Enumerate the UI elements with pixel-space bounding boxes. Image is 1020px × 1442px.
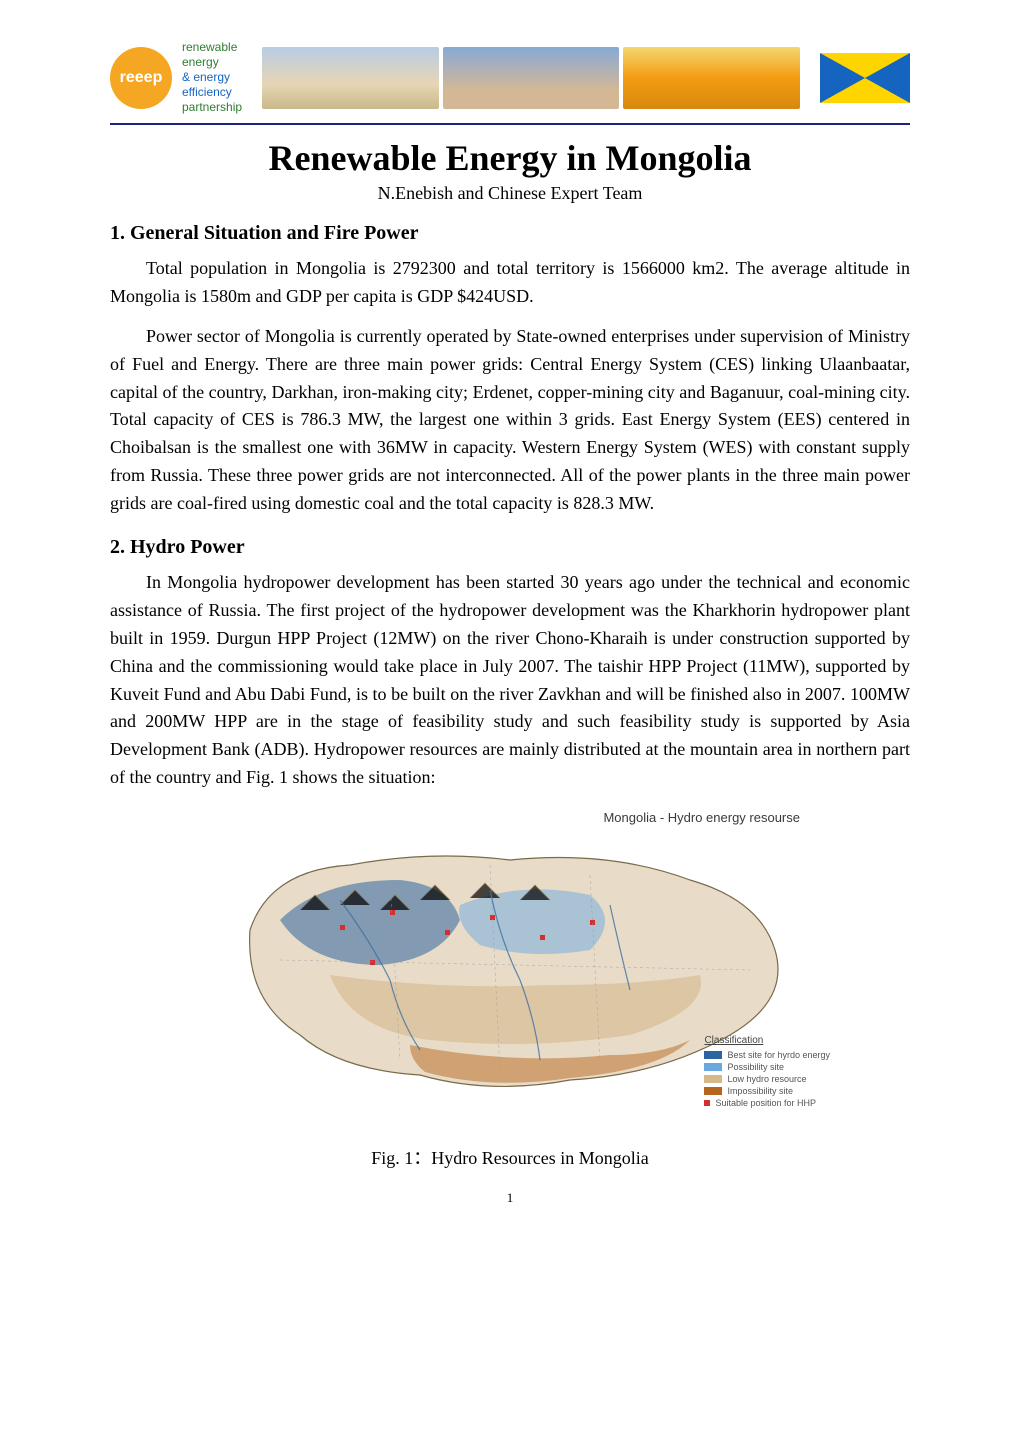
page: reeep renewable energy & energy efficien… [0, 0, 1020, 1236]
logo-tagline: renewable energy & energy efficiency par… [182, 40, 242, 115]
map-legend: Classification Best site for hyrdo energ… [704, 1035, 830, 1110]
section-heading: 2. Hydro Power [110, 536, 910, 559]
legend-item: Low hydro resource [704, 1074, 830, 1084]
figure: Mongolia - Hydro energy resourse [110, 810, 910, 1170]
tagline-line: energy [182, 55, 242, 70]
legend-swatch-icon [704, 1063, 722, 1071]
tagline-line: renewable [182, 40, 242, 55]
author-line: N.Enebish and Chinese Expert Team [110, 183, 910, 204]
legend-label: Best site for hyrdo energy [727, 1050, 830, 1060]
tagline-line: partnership [182, 100, 242, 115]
page-number: 1 [110, 1190, 910, 1206]
map-title: Mongolia - Hydro energy resourse [603, 810, 800, 825]
flag-icon [820, 53, 910, 103]
legend-swatch-icon [704, 1051, 722, 1059]
banner-panel-icon [623, 47, 800, 109]
legend-swatch-icon [704, 1087, 722, 1095]
legend-label: Low hydro resource [727, 1074, 806, 1084]
section-heading: 1. General Situation and Fire Power [110, 222, 910, 245]
tagline-line: & energy [182, 70, 242, 85]
legend-title: Classification [704, 1035, 830, 1046]
header-banner [262, 47, 800, 109]
logo-circle-icon: reeep [110, 47, 172, 109]
legend-dot-icon [704, 1100, 710, 1106]
legend-label: Possibility site [727, 1062, 784, 1072]
body-paragraph: In Mongolia hydropower development has b… [110, 569, 910, 792]
document-title: Renewable Energy in Mongolia [110, 137, 910, 179]
legend-swatch-icon [704, 1075, 722, 1083]
banner-panel-icon [262, 47, 439, 109]
legend-item: Suitable position for HHP [704, 1098, 830, 1108]
body-paragraph: Power sector of Mongolia is currently op… [110, 323, 910, 518]
legend-item: Possibility site [704, 1062, 830, 1072]
legend-label: Impossibility site [727, 1086, 793, 1096]
banner-panel-icon [443, 47, 620, 109]
body-paragraph: Total population in Mongolia is 2792300 … [110, 255, 910, 311]
logo-label: reeep [120, 69, 163, 87]
header-row: reeep renewable energy & energy efficien… [110, 40, 910, 115]
tagline-line: efficiency [182, 85, 242, 100]
legend-label: Suitable position for HHP [715, 1098, 816, 1108]
map-container: Mongolia - Hydro energy resourse [190, 810, 830, 1130]
legend-item: Impossibility site [704, 1086, 830, 1096]
header-rule [110, 123, 910, 125]
legend-item: Best site for hyrdo energy [704, 1050, 830, 1060]
figure-caption: Fig. 1：Hydro Resources in Mongolia [110, 1144, 910, 1170]
